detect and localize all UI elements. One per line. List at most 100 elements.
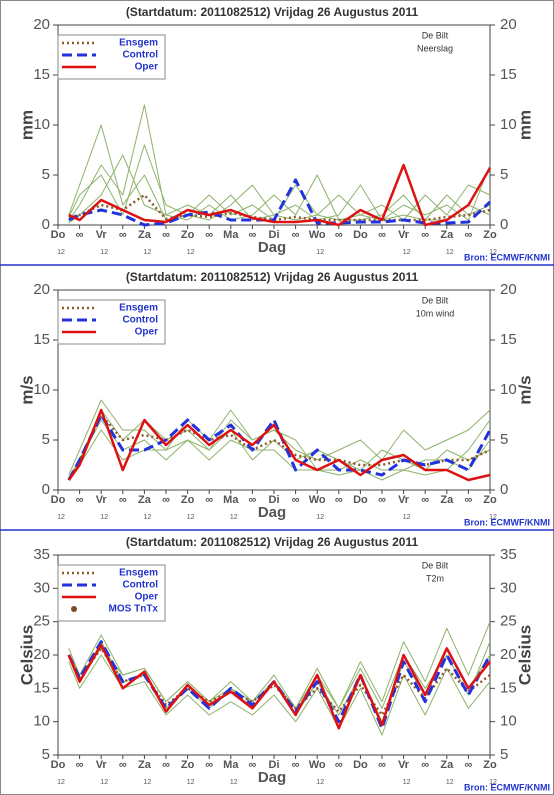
y-tick-label: 20 — [500, 646, 517, 663]
x-tick-label: Do — [51, 494, 66, 506]
hour-label: 12 — [187, 249, 195, 256]
x-tick-label: ∞ — [464, 494, 472, 506]
x-tick-label: Vr — [398, 759, 410, 771]
x-tick-label: Za — [440, 759, 454, 771]
x-tick-label: ∞ — [292, 229, 300, 241]
hour-label: 12 — [489, 514, 497, 521]
legend-label: Control — [122, 580, 158, 591]
series-line — [68, 178, 492, 227]
y-tick-label: 15 — [33, 66, 50, 83]
y-tick-label: 10 — [500, 116, 517, 133]
x-tick-label: ∞ — [119, 759, 127, 771]
hour-label: 12 — [316, 249, 324, 256]
x-tick-label: ∞ — [162, 229, 170, 241]
y-axis-label: mm — [515, 110, 534, 140]
x-tick-label: Za — [138, 494, 152, 506]
hour-label: 12 — [100, 514, 108, 521]
y-axis-label: m/s — [17, 375, 36, 404]
x-tick-label: ∞ — [335, 229, 343, 241]
member-line — [68, 409, 491, 479]
station: De Bilt — [422, 295, 449, 305]
x-tick-label: ∞ — [162, 759, 170, 771]
legend-label: Ensgem — [119, 38, 158, 49]
legend-frame — [57, 299, 166, 345]
y-tick-label: 15 — [500, 66, 517, 83]
x-tick-label: Wo — [309, 494, 326, 506]
y-tick-label: 20 — [500, 16, 517, 33]
hour-label: 12 — [57, 514, 65, 521]
station: De Bilt — [422, 30, 449, 40]
station: De Bilt — [422, 560, 449, 570]
y-axis-label: m/s — [515, 375, 534, 404]
x-tick-label: ∞ — [76, 759, 84, 771]
y-tick-label: 0 — [42, 216, 50, 233]
y-tick-label: 25 — [33, 613, 50, 630]
y-tick-label: 30 — [33, 579, 50, 596]
x-tick-label: Do — [353, 229, 368, 241]
legend-label: Control — [122, 315, 158, 326]
x-tick-label: Vr — [96, 494, 108, 506]
hour-label: 12 — [100, 249, 108, 256]
x-tick-label: ∞ — [378, 229, 386, 241]
y-tick-label: 35 — [33, 546, 50, 563]
y-tick-label: 20 — [33, 281, 50, 298]
member-line — [68, 144, 491, 221]
hour-label: 12 — [144, 514, 152, 521]
y-tick-label: 0 — [42, 481, 50, 498]
member-line — [68, 419, 491, 481]
y-axis-label: Celsius — [17, 625, 36, 685]
x-tick-label: Za — [138, 759, 152, 771]
x-tick-label: Zo — [181, 229, 195, 241]
hour-label: 12 — [187, 514, 195, 521]
x-tick-label: ∞ — [205, 759, 213, 771]
y-tick-label: 10 — [33, 381, 50, 398]
x-tick-label: Wo — [309, 759, 326, 771]
x-tick-label: ∞ — [292, 759, 300, 771]
hour-label: 12 — [57, 779, 65, 786]
x-tick-label: Za — [440, 494, 454, 506]
source: Bron: ECMWF/KNMI — [464, 252, 550, 262]
x-tick-label: ∞ — [76, 229, 84, 241]
x-tick-label: Vr — [398, 229, 410, 241]
y-tick-label: 5 — [42, 431, 50, 448]
hour-label: 12 — [446, 779, 454, 786]
x-tick-label: Vr — [398, 494, 410, 506]
legend-label: Ensgem — [119, 568, 158, 579]
series-line — [68, 193, 491, 222]
source: Bron: ECMWF/KNMI — [464, 517, 550, 527]
y-tick-label: 25 — [500, 613, 517, 630]
y-tick-label: 0 — [500, 481, 508, 498]
y-tick-label: 20 — [33, 646, 50, 663]
x-tick-label: ∞ — [335, 759, 343, 771]
y-tick-label: 5 — [42, 746, 50, 763]
hour-label: 12 — [489, 249, 497, 256]
legend-label: Control — [122, 50, 158, 61]
x-tick-label: ∞ — [205, 494, 213, 506]
legend-label: Oper — [135, 592, 158, 603]
x-tick-label: Ma — [223, 229, 239, 241]
series-line — [67, 643, 491, 730]
hour-label: 12 — [316, 779, 324, 786]
y-tick-label: 30 — [500, 579, 517, 596]
hour-label: 12 — [403, 249, 411, 256]
x-tick-label: ∞ — [76, 494, 84, 506]
x-tick-label: Ma — [223, 759, 239, 771]
legend-frame — [57, 34, 166, 80]
hour-label: 12 — [57, 249, 65, 256]
series-line — [67, 413, 492, 481]
x-tick-label: ∞ — [162, 494, 170, 506]
x-tick-label: ∞ — [119, 229, 127, 241]
x-tick-label: ∞ — [421, 494, 429, 506]
y-tick-label: 10 — [33, 116, 50, 133]
series-line — [68, 163, 492, 227]
x-tick-label: Zo — [181, 759, 195, 771]
chart-title: (Startdatum: 2011082512) Vrijdag 26 Augu… — [126, 270, 419, 284]
hour-label: 12 — [144, 249, 152, 256]
y-tick-label: 15 — [33, 331, 50, 348]
y-tick-label: 15 — [500, 331, 517, 348]
x-tick-label: ∞ — [335, 494, 343, 506]
x-tick-label: Do — [353, 494, 368, 506]
x-tick-label: Zo — [483, 759, 497, 771]
y-tick-label: 5 — [500, 746, 508, 763]
